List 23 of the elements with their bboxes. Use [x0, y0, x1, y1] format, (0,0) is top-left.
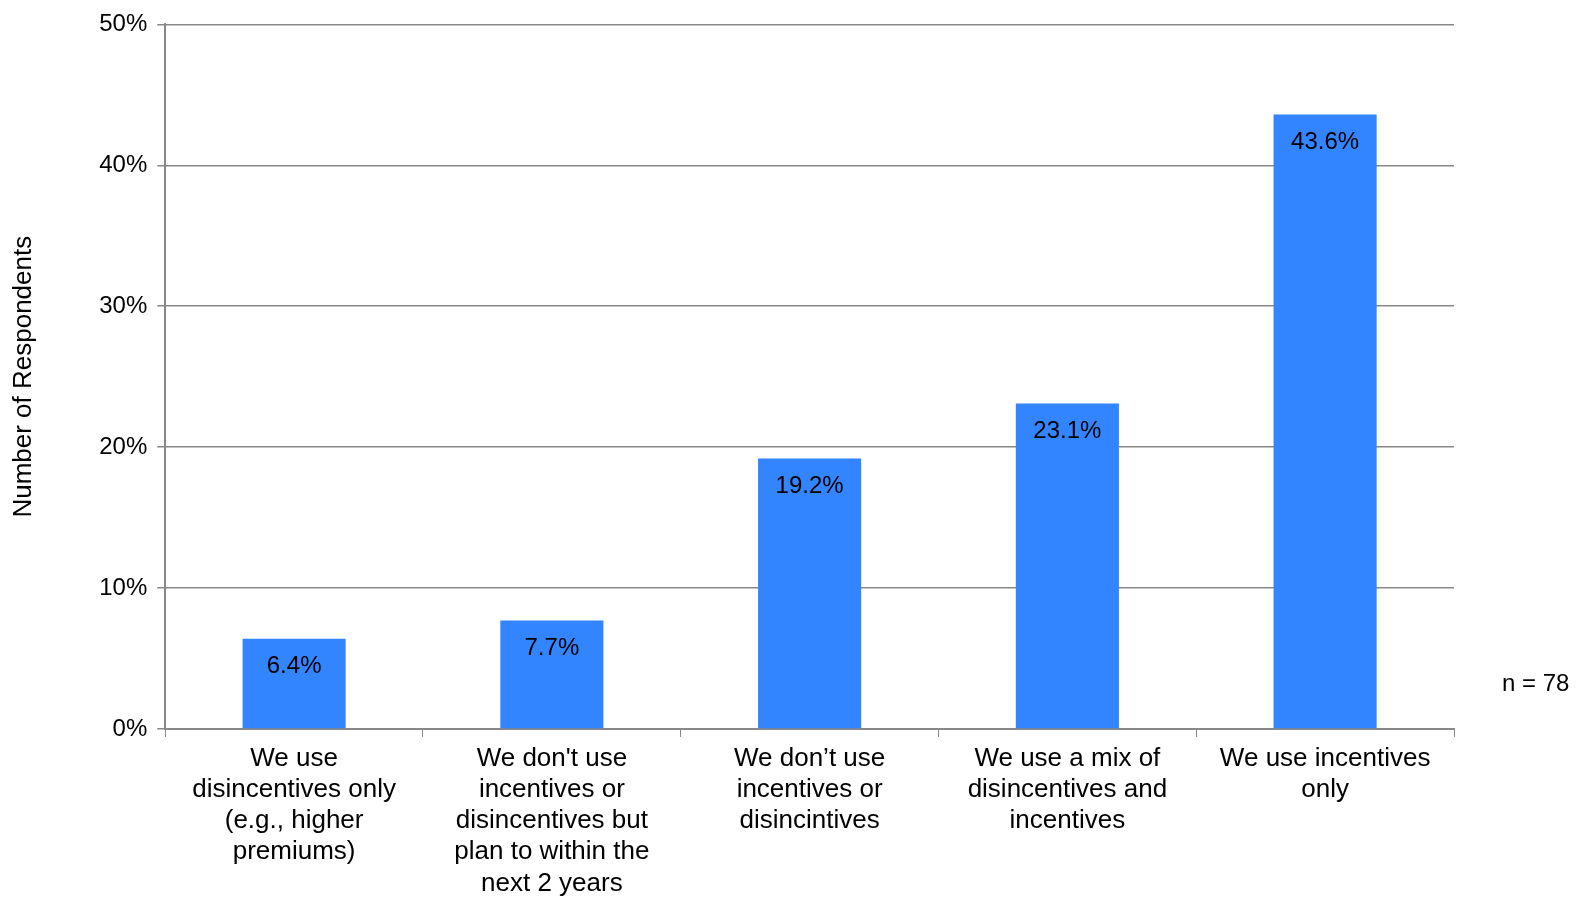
bar: [242, 638, 346, 729]
bar: [1273, 114, 1377, 729]
x-tick-label: We don't use incentives or disincentives but plan to within the next 2 years: [454, 741, 650, 897]
y-tick-label: 30%: [99, 290, 148, 318]
data-label: 6.4%: [266, 651, 322, 679]
x-tick-label: We don’t use incentives or disincintives: [733, 741, 886, 835]
bar: [1015, 403, 1119, 729]
data-label: 7.7%: [524, 633, 580, 661]
data-label: 19.2%: [775, 471, 844, 499]
text: n = 78: [1502, 668, 1570, 696]
y-tick-label: 0%: [112, 713, 148, 741]
y-axis-title: Number of Respondents: [6, 235, 37, 518]
bar: [500, 620, 604, 729]
data-label: 23.1%: [1033, 416, 1102, 444]
x-tick-label: We use a mix of disincentives and incentives: [967, 741, 1168, 835]
bar: [758, 458, 862, 729]
y-tick-label: 20%: [99, 431, 148, 459]
x-tick-label: We use incentives only: [1219, 741, 1431, 803]
y-tick-label: 50%: [99, 9, 148, 37]
x-tick-label: We use disincentives only (e.g., higher premiums): [192, 741, 396, 866]
y-tick-label: 40%: [99, 149, 148, 177]
data-label: 43.6%: [1291, 127, 1360, 155]
y-tick-label: 10%: [99, 572, 148, 600]
